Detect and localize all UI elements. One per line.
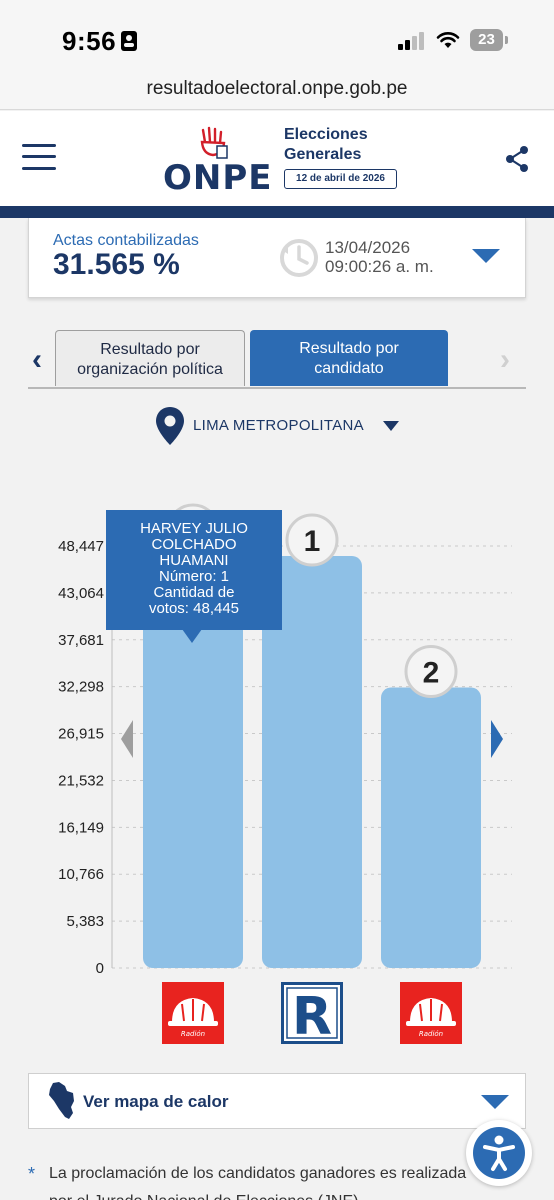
- party-logo-helmet[interactable]: Radión: [400, 982, 462, 1044]
- tooltip-line: Cantidad de: [153, 584, 235, 601]
- tab-label-line2: organización política: [77, 361, 223, 378]
- tabs-divider: [28, 387, 526, 389]
- actas-date: 13/04/2026: [325, 238, 411, 257]
- voting-hand-icon: [200, 126, 228, 159]
- event-title-line2: Generales: [284, 146, 362, 163]
- onpe-logo-text: ONPE: [163, 158, 273, 198]
- actas-expand-chevron-icon[interactable]: [472, 249, 500, 263]
- y-tick-label: 48,447: [58, 538, 104, 555]
- tooltip-line: HUAMANI: [159, 552, 229, 569]
- accessibility-button[interactable]: [466, 1120, 532, 1186]
- actas-label: Actas contabilizadas: [53, 232, 199, 249]
- y-tick-label: 32,298: [58, 679, 104, 696]
- event-title-line1: Elecciones: [284, 126, 368, 143]
- tooltip-arrow: [182, 629, 202, 643]
- party-logo-letter: R: [292, 987, 332, 1044]
- bar: [262, 555, 362, 968]
- tab-label-line2: candidato: [314, 360, 384, 377]
- event-date-badge: 12 de abril de 2026: [284, 169, 397, 189]
- peru-map-icon: [49, 1082, 74, 1119]
- status-bar: 9:56 23: [0, 0, 554, 78]
- y-tick-label: 26,915: [58, 726, 104, 743]
- clock-icon: [280, 239, 318, 277]
- tab-resultado-candidato[interactable]: Resultado por candidato: [250, 330, 448, 386]
- tabs-prev-arrow-icon[interactable]: ‹: [32, 343, 42, 376]
- chart-next-arrow-icon[interactable]: [491, 720, 503, 758]
- y-tick-label: 16,149: [58, 819, 104, 836]
- rank-badge-number: 1: [304, 525, 321, 558]
- party-logo-helmet[interactable]: Radión: [162, 982, 224, 1044]
- location-dropdown-caret-icon: [383, 421, 399, 431]
- tab-label-line1: Resultado por: [100, 341, 200, 358]
- signal-icon: [398, 32, 426, 50]
- wifi-icon: [436, 32, 460, 48]
- chart-prev-arrow-icon[interactable]: [121, 720, 133, 758]
- id-card-icon: [121, 31, 137, 51]
- url-text: resultadoelectoral.onpe.gob.pe: [146, 78, 408, 99]
- status-time: 9:56: [62, 26, 117, 56]
- y-tick-label: 0: [96, 960, 104, 977]
- location-pin-icon: [156, 407, 184, 445]
- y-tick-label: 43,064: [58, 585, 104, 602]
- heatmap-label: Ver mapa de calor: [83, 1092, 229, 1111]
- rank-badge: [404, 645, 458, 699]
- bar: [143, 546, 243, 968]
- onpe-logo[interactable]: ONPE: [163, 124, 273, 198]
- share-icon[interactable]: [504, 145, 530, 173]
- actas-summary-card: Actas contabilizadas 31.565 % 13/04/2026…: [28, 218, 526, 298]
- rank-badge-number: 2: [423, 657, 440, 690]
- tooltip-line: votos: 48,445: [148, 600, 240, 617]
- footnote-asterisk: *: [28, 1164, 36, 1184]
- rank-badge: [285, 513, 339, 567]
- actas-time: 09:00:26 a. m.: [325, 257, 434, 276]
- url-bar[interactable]: resultadoelectoral.onpe.gob.pe: [0, 78, 554, 110]
- hamburger-menu-icon[interactable]: [22, 142, 56, 172]
- footnote-text: La proclamación de los candidatos ganado…: [49, 1165, 467, 1200]
- location-label: LIMA METROPOLITANA: [193, 417, 364, 434]
- party-logo-text: Radión: [419, 1030, 443, 1038]
- tooltip-line: Número: 1: [158, 568, 230, 585]
- y-tick-label: 10,766: [58, 866, 104, 883]
- party-logo-r[interactable]: R: [281, 982, 343, 1044]
- battery-icon: 23: [470, 29, 508, 51]
- tooltip-line: HARVEY JULIO: [140, 520, 248, 537]
- battery-level: 23: [470, 29, 503, 51]
- tooltip-line: COLCHADO: [151, 536, 237, 553]
- votes-bar-chart: 48,447 43,064 37,681 32,298 26,915 21,532 16,1…: [58, 503, 512, 977]
- y-tick-label: 37,681: [58, 632, 104, 649]
- bar: [381, 687, 481, 968]
- site-header: [0, 111, 554, 206]
- actas-timestamp: 13/04/2026 09:00:26 a. m.: [325, 238, 434, 276]
- party-logo-text: Radión: [181, 1030, 205, 1038]
- accessibility-icon: [483, 1135, 515, 1171]
- event-title: Elecciones Generales: [284, 125, 368, 165]
- tab-resultado-organizacion[interactable]: Resultado por organización política: [55, 330, 245, 386]
- y-tick-label: 21,532: [58, 772, 104, 789]
- y-tick-label: 5,383: [66, 913, 104, 930]
- heatmap-toggle[interactable]: Ver mapa de calor: [28, 1073, 526, 1129]
- header-stripe: [0, 206, 554, 218]
- tab-label-line1: Resultado por: [299, 340, 399, 357]
- heatmap-expand-chevron-icon: [481, 1095, 509, 1109]
- actas-percentage: 31.565 %: [53, 248, 180, 281]
- tabs-next-arrow-icon[interactable]: ›: [500, 343, 510, 376]
- candidate-tooltip: HARVEY JULIO COLCHADO HUAMANI Número: 1 …: [106, 510, 282, 630]
